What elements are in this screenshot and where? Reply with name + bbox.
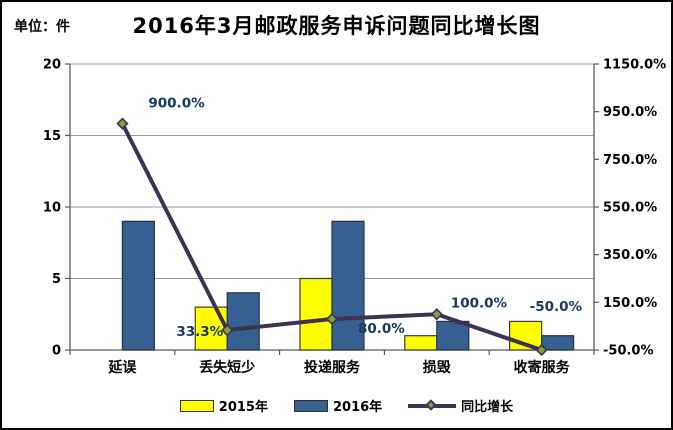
legend-item-2016: 2016年 bbox=[293, 396, 383, 415]
right-axis-label: 150.0% bbox=[603, 296, 657, 311]
category-label: 收寄服务 bbox=[514, 359, 571, 376]
bars-2016 bbox=[121, 220, 575, 351]
growth-data-label: 900.0% bbox=[148, 96, 205, 112]
diamond-marker-icon bbox=[535, 343, 548, 357]
growth-data-labels: 900.0% 33.3% 80.0% 100.0% -50.0% bbox=[148, 96, 582, 341]
legend-label-growth: 同比增长 bbox=[461, 400, 514, 415]
bar-2016 bbox=[121, 220, 156, 351]
category-label: 丢失短少 bbox=[199, 359, 255, 376]
category-label: 投递服务 bbox=[304, 359, 361, 376]
legend-diamond-icon bbox=[425, 398, 437, 411]
right-axis-label: 950.0% bbox=[603, 105, 657, 120]
bar-2016 bbox=[540, 335, 575, 351]
growth-markers bbox=[116, 117, 548, 357]
right-axis-label: 1150.0% bbox=[603, 58, 666, 73]
bar-2016 bbox=[226, 292, 260, 351]
bar-2016 bbox=[331, 220, 365, 351]
bar-2015 bbox=[194, 306, 228, 351]
legend-line-marker-icon bbox=[408, 398, 457, 412]
left-axis-label: 10 bbox=[43, 201, 61, 216]
right-axis-label: 750.0% bbox=[603, 153, 657, 168]
legend-label-2016: 2016年 bbox=[332, 400, 383, 415]
category-label: 损毁 bbox=[423, 359, 452, 376]
growth-data-label: -50.0% bbox=[530, 299, 583, 315]
diamond-marker-icon bbox=[116, 117, 129, 130]
bar-2015 bbox=[299, 277, 333, 351]
right-axis-label: -50.0% bbox=[603, 344, 654, 359]
left-axis-label: 0 bbox=[52, 344, 61, 359]
legend-swatch-2016 bbox=[293, 399, 328, 412]
legend-item-2015: 2015年 bbox=[179, 396, 268, 415]
legend-swatch-2015 bbox=[179, 399, 214, 412]
unit-label: 单位：件 bbox=[14, 19, 70, 35]
bars-2015 bbox=[194, 277, 543, 351]
category-label: 延误 bbox=[107, 359, 137, 376]
diamond-marker-icon bbox=[325, 312, 339, 326]
growth-data-label: 80.0% bbox=[358, 321, 405, 337]
bar-2016 bbox=[436, 320, 470, 351]
legend-item-growth: 同比增长 bbox=[408, 396, 513, 415]
right-axis-label: 550.0% bbox=[603, 201, 657, 216]
bar-2015 bbox=[404, 335, 438, 351]
chart-legend: 2015年 2016年 同比增长 bbox=[12, 396, 671, 415]
diamond-marker-icon bbox=[430, 308, 443, 321]
tick-marks bbox=[65, 63, 599, 355]
left-axis-label: 5 bbox=[52, 272, 61, 287]
growth-data-label: 33.3% bbox=[176, 324, 223, 340]
axis-labels: 0 5 10 15 20 -50.0% 150.0% 350.0% 550.0% 750.0% 95… bbox=[43, 58, 666, 377]
left-axis-label: 20 bbox=[43, 58, 61, 73]
diamond-marker-icon bbox=[221, 324, 234, 337]
legend-label-2015: 2015年 bbox=[218, 400, 268, 415]
left-axis-label: 15 bbox=[43, 129, 61, 144]
chart-title: 2016年3月邮政服务申诉问题同比增长图 bbox=[132, 14, 541, 38]
growth-data-label: 100.0% bbox=[451, 295, 508, 311]
right-axis-label: 350.0% bbox=[603, 248, 657, 263]
